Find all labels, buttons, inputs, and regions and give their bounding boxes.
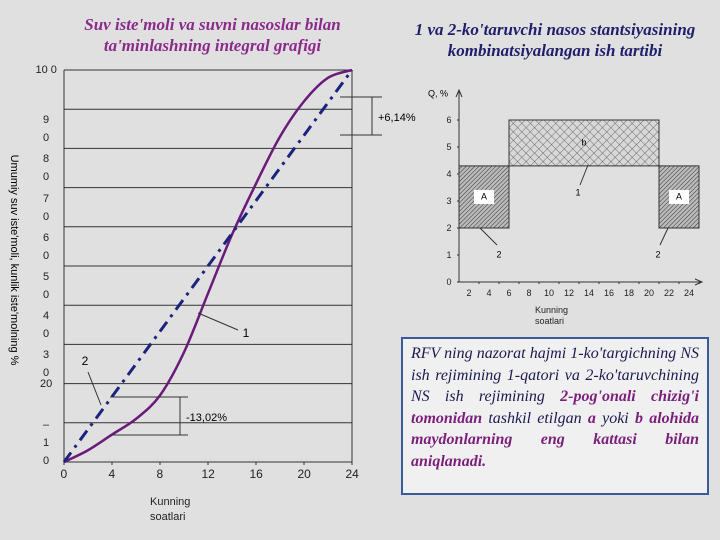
x-tick-label: 20 xyxy=(644,287,655,298)
annotation: 2 xyxy=(496,249,501,259)
x-tick-label: 24 xyxy=(684,287,695,298)
x-tick-label: 14 xyxy=(584,287,595,298)
y-axis-label: Umumiy suv iste'moli, kunlik iste'molnin… xyxy=(8,155,20,366)
leader xyxy=(87,371,102,406)
block xyxy=(508,119,660,167)
x-tick-label: 4 xyxy=(108,466,116,481)
note-box: RFV ning nazorat hajmi 1-ko'targichning … xyxy=(401,337,709,495)
left-title: Suv iste'moli va suvni nasoslar bilan ta… xyxy=(84,15,341,55)
x-tick-label: 0 xyxy=(60,466,68,481)
annotation: 1 xyxy=(575,187,580,197)
x-tick-label: 12 xyxy=(564,287,575,298)
note-text: 2-pog'onali chizig'i tomonidan xyxy=(411,388,699,427)
y-tick-label: 0 xyxy=(446,276,452,287)
leader xyxy=(659,227,669,246)
y-tick-label: – 1 0 xyxy=(43,418,50,467)
y-tick-label: 2 xyxy=(446,222,452,233)
y-tick-label: 4 0 xyxy=(43,310,50,341)
x-tick-label: 8 xyxy=(526,287,532,298)
block-label: b xyxy=(581,137,586,147)
x-tick-label: 18 xyxy=(624,287,635,298)
x-tick-label: 8 xyxy=(156,466,164,481)
x-axis-label: Kunning soatlari xyxy=(535,305,569,326)
x-tick-label: 16 xyxy=(604,287,615,298)
annotation: -13,02% xyxy=(186,412,227,424)
y-tick-label: 6 0 xyxy=(43,231,50,262)
note-text: a xyxy=(587,409,596,427)
y-tick-label: 10 0 xyxy=(35,64,57,76)
note-text: alohida maydonlarning eng kattasi bilan … xyxy=(411,409,699,470)
y-axis-label: Q, % xyxy=(428,88,448,98)
y-tick-label: 5 xyxy=(446,141,452,152)
x-tick-label: 16 xyxy=(249,466,263,481)
x-tick-label: 24 xyxy=(345,466,359,481)
y-tick-label: 4 xyxy=(446,168,452,179)
annotation: 2 xyxy=(655,249,660,259)
x-axis-label: Kunning soatlari xyxy=(150,496,191,523)
leader xyxy=(579,164,589,186)
note-text: b xyxy=(634,409,643,427)
x-tick-label: 20 xyxy=(297,466,311,481)
y-tick-label: 6 xyxy=(446,114,452,125)
block-label: A xyxy=(676,191,682,201)
series-line xyxy=(62,69,354,463)
x-tick-label: 6 xyxy=(506,287,512,298)
label-box xyxy=(474,189,494,204)
y-tick-label: 7 0 xyxy=(43,192,50,223)
x-tick-label: 10 xyxy=(544,287,555,298)
x-tick-label: 2 xyxy=(466,287,472,298)
note-text: RFV ning nazorat hajmi 1-ko'targichning … xyxy=(411,345,699,405)
arrow xyxy=(455,88,463,98)
y-tick-label: 20 xyxy=(40,377,53,390)
x-tick-label: 22 xyxy=(664,287,675,298)
note-text: tashkil etilgan xyxy=(482,409,588,427)
series-label: 2 xyxy=(82,354,89,368)
annotation: +6,14% xyxy=(378,112,416,124)
leader xyxy=(479,227,498,246)
y-tick-label: 8 0 xyxy=(43,153,50,184)
y-tick-label: 1 xyxy=(446,249,452,260)
block-label: A xyxy=(481,191,487,201)
series-label: 1 xyxy=(243,326,250,340)
arrow xyxy=(694,278,704,286)
note-text: yoki xyxy=(595,409,635,427)
leader xyxy=(197,312,239,331)
y-tick-label: 9 0 xyxy=(43,114,50,145)
y-tick-label: 3 0 xyxy=(43,349,50,380)
y-tick-label: 5 0 xyxy=(43,271,50,301)
y-tick-label: 3 xyxy=(446,195,452,206)
label-box xyxy=(669,189,689,204)
right-title: 1 va 2-ko'taruvchi nasos stantsiyasining… xyxy=(414,20,696,60)
x-tick-label: 12 xyxy=(201,466,215,481)
x-tick-label: 4 xyxy=(486,287,492,298)
